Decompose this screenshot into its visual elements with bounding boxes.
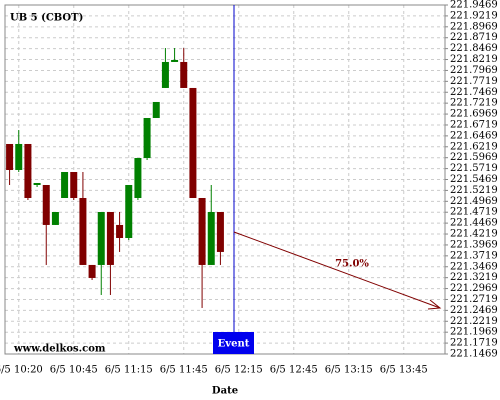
y-tick-label: 221.5969 (450, 152, 498, 163)
y-tick-label: 221.6469 (450, 130, 498, 141)
y-tick-label: 221.1969 (450, 327, 498, 338)
x-tick-label: 6/5 12:45 (270, 365, 318, 376)
x-axis-label: Date (212, 386, 238, 397)
arrow-line (233, 231, 441, 309)
candle-body (189, 87, 197, 198)
candle-body (106, 212, 114, 265)
y-tick-label: 221.5719 (450, 163, 498, 174)
y-tick-label: 221.4469 (450, 218, 498, 229)
source: www.delkos.com (13, 344, 106, 355)
y-tick-label: 221.8719 (450, 32, 498, 43)
candle-body (51, 212, 59, 225)
candle-body (171, 59, 179, 62)
y-tick-label: 221.4219 (450, 229, 498, 240)
candle-body (143, 117, 151, 158)
y-tick-label: 221.9469 (450, 0, 498, 11)
y-tick-label: 221.6219 (450, 141, 498, 152)
candle-body (61, 171, 69, 198)
y-tick-label: 221.3969 (450, 239, 498, 250)
candle-body (134, 157, 142, 198)
y-tick-label: 221.5469 (450, 174, 498, 185)
candle-body (161, 61, 169, 88)
candle-body (42, 184, 50, 225)
y-tick-label: 221.2469 (450, 305, 498, 316)
y-tick-label: 221.6719 (450, 119, 498, 130)
candle-body (24, 143, 32, 198)
y-tick-label: 221.7969 (450, 65, 498, 76)
candle-body (70, 171, 78, 198)
y-tick-label: 221.3469 (450, 261, 498, 272)
y-tick-label: 221.9219 (450, 10, 498, 21)
candle-body (15, 143, 23, 170)
y-tick-label: 221.7719 (450, 76, 498, 87)
candle-body (6, 143, 14, 170)
y-tick-label: 221.8969 (450, 21, 498, 32)
candle-body (180, 61, 188, 88)
candle-body (216, 212, 224, 252)
candle-body (33, 182, 41, 185)
candle-body (116, 224, 124, 239)
y-tick-label: 221.6969 (450, 109, 498, 120)
event-label: Event (218, 339, 250, 350)
y-tick-label: 221.7219 (450, 98, 498, 109)
y-tick-label: 221.8219 (450, 54, 498, 65)
y-tick-label: 221.3719 (450, 250, 498, 261)
y-tick-label: 221.5219 (450, 185, 498, 196)
y-tick-label: 221.2969 (450, 283, 498, 294)
y-tick-label: 221.8469 (450, 43, 498, 54)
y-tick-label: 221.3219 (450, 272, 498, 283)
candle-body (125, 184, 133, 239)
candle-body (97, 212, 105, 265)
x-tick-label: 6/5 11:15 (105, 365, 153, 376)
marks (6, 48, 224, 308)
arrow-head (427, 299, 442, 310)
chart-title: UB 5 (CBOT) (10, 13, 83, 24)
y-tick-label: 221.1469 (450, 349, 498, 360)
candle-body (88, 264, 96, 278)
candle-body (207, 212, 215, 265)
x-tick-label: 6/5 13:45 (380, 365, 428, 376)
y-tick-label: 221.7469 (450, 87, 498, 98)
x-tick-label: 6/5 11:45 (160, 365, 208, 376)
x-tick-label: 6/5 13:15 (325, 365, 373, 376)
y-tick-label: 221.4969 (450, 196, 498, 207)
candle-body (79, 197, 87, 265)
annotation: 75.0% (335, 259, 369, 270)
x-tick-label: 6/5 12:15 (215, 365, 263, 376)
candle-body (198, 197, 206, 265)
y-tick-label: 221.1719 (450, 338, 498, 349)
event-box (213, 332, 254, 354)
x-tick-label: 6/5 10:20 (0, 365, 43, 376)
y-tick-label: 221.2719 (450, 294, 498, 305)
y-tick-label: 221.4719 (450, 207, 498, 218)
candle-body (152, 101, 160, 118)
x-tick-label: 6/5 10:45 (50, 365, 98, 376)
y-tick-label: 221.2219 (450, 316, 498, 327)
